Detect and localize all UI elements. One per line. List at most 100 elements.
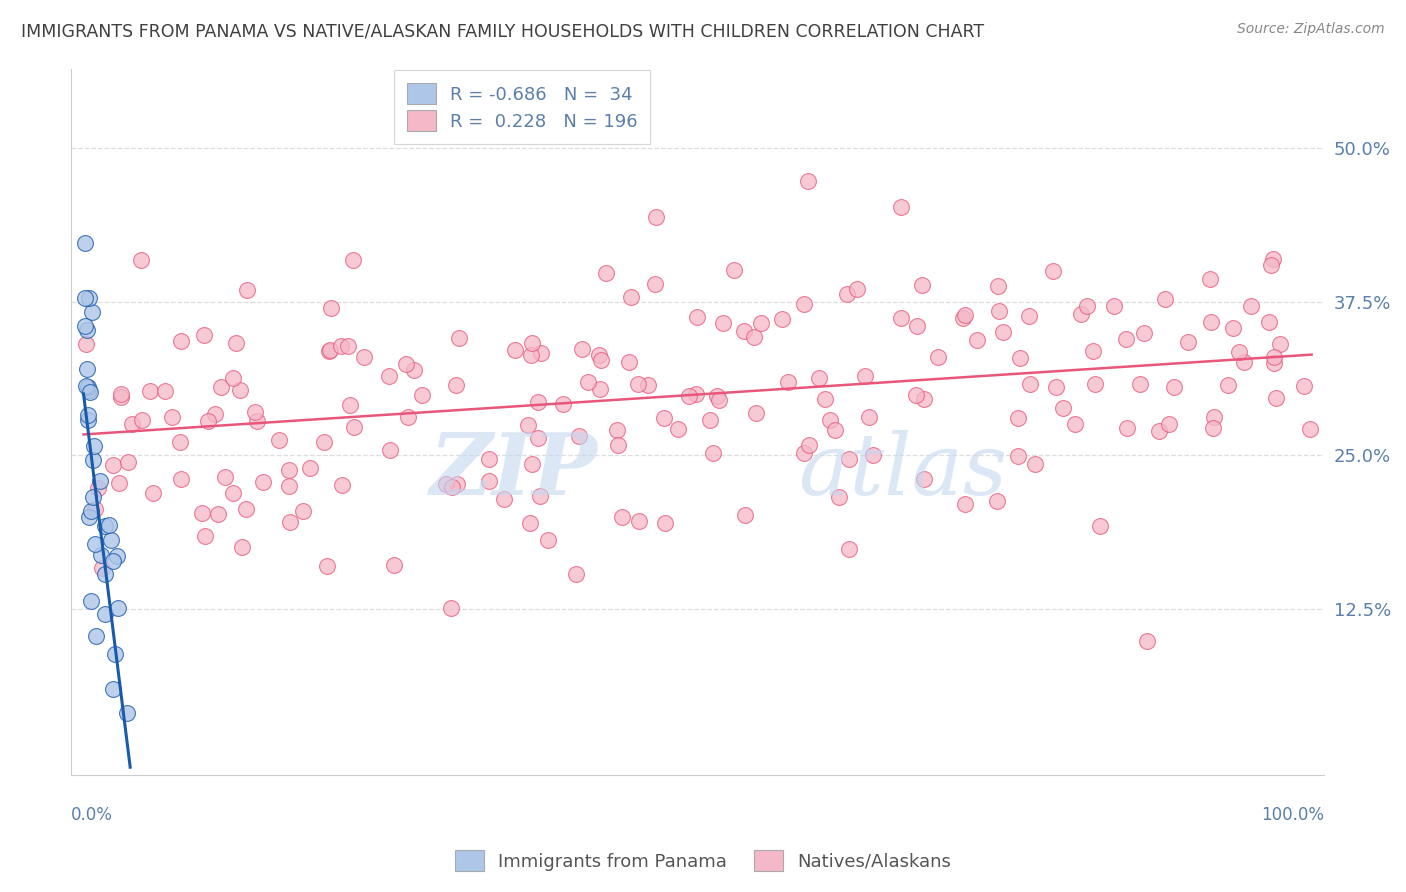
Point xyxy=(678,389,700,403)
Point xyxy=(1019,376,1042,391)
Point xyxy=(402,363,425,377)
Point xyxy=(527,395,550,409)
Point xyxy=(108,475,131,490)
Point xyxy=(100,533,122,548)
Point xyxy=(838,451,860,466)
Point xyxy=(91,561,114,575)
Point xyxy=(589,352,612,367)
Point xyxy=(229,383,252,397)
Legend: Immigrants from Panama, Natives/Alaskans: Immigrants from Panama, Natives/Alaskans xyxy=(447,843,959,879)
Point xyxy=(953,309,976,323)
Point xyxy=(129,252,152,267)
Point xyxy=(745,406,768,420)
Point xyxy=(568,429,591,443)
Point xyxy=(73,291,96,305)
Point xyxy=(927,351,949,365)
Point xyxy=(80,504,103,518)
Point xyxy=(617,355,640,369)
Point xyxy=(494,492,516,507)
Point xyxy=(1294,379,1316,393)
Point xyxy=(110,390,132,404)
Point xyxy=(440,600,463,615)
Point xyxy=(986,493,1008,508)
Point xyxy=(637,377,659,392)
Point xyxy=(838,541,860,556)
Point xyxy=(520,349,543,363)
Point xyxy=(246,414,269,428)
Point xyxy=(749,316,772,330)
Point xyxy=(1299,423,1322,437)
Point xyxy=(449,331,471,345)
Point xyxy=(911,277,934,292)
Point xyxy=(94,607,117,621)
Point xyxy=(79,384,101,399)
Point xyxy=(1204,410,1226,425)
Point xyxy=(565,567,588,582)
Point xyxy=(1010,351,1032,365)
Point xyxy=(93,519,115,533)
Point xyxy=(835,287,858,301)
Point xyxy=(1199,271,1222,285)
Point xyxy=(610,510,633,524)
Point xyxy=(1270,337,1292,351)
Point xyxy=(953,497,976,511)
Point xyxy=(595,266,617,280)
Point xyxy=(1153,292,1175,306)
Point xyxy=(1233,355,1256,369)
Point xyxy=(1045,380,1067,394)
Point xyxy=(1218,377,1240,392)
Point xyxy=(529,489,551,503)
Point xyxy=(90,548,112,562)
Point xyxy=(80,594,103,608)
Point xyxy=(808,371,831,385)
Point xyxy=(686,310,709,324)
Point xyxy=(121,417,143,432)
Point xyxy=(169,435,191,450)
Point xyxy=(193,328,215,343)
Point xyxy=(434,476,457,491)
Text: 0.0%: 0.0% xyxy=(72,806,112,824)
Point xyxy=(76,323,98,337)
Point xyxy=(209,380,232,394)
Point xyxy=(1024,457,1046,471)
Point xyxy=(97,518,120,533)
Point xyxy=(170,334,193,348)
Point xyxy=(278,516,301,530)
Point xyxy=(82,490,104,504)
Point xyxy=(797,174,820,188)
Point xyxy=(1227,345,1250,359)
Point xyxy=(627,514,650,528)
Point xyxy=(105,549,128,563)
Point xyxy=(131,413,153,427)
Point xyxy=(1081,344,1104,359)
Point xyxy=(222,371,245,385)
Point xyxy=(706,389,728,403)
Point xyxy=(411,388,433,402)
Point xyxy=(644,210,666,224)
Point xyxy=(252,475,274,489)
Point xyxy=(702,446,724,460)
Point xyxy=(380,443,402,458)
Point xyxy=(912,392,935,406)
Point xyxy=(84,537,107,551)
Point xyxy=(1007,410,1029,425)
Point xyxy=(316,559,339,574)
Point xyxy=(77,384,100,398)
Point xyxy=(1258,315,1281,329)
Point xyxy=(588,348,610,362)
Point xyxy=(1042,264,1064,278)
Point xyxy=(142,486,165,500)
Point xyxy=(446,477,468,491)
Point xyxy=(103,681,125,696)
Point xyxy=(87,481,110,495)
Point xyxy=(1136,634,1159,648)
Point xyxy=(84,630,107,644)
Point xyxy=(799,438,821,452)
Point xyxy=(231,540,253,554)
Point xyxy=(76,380,98,394)
Point xyxy=(734,508,756,523)
Point xyxy=(571,342,593,356)
Point xyxy=(110,387,132,401)
Point xyxy=(243,405,266,419)
Point xyxy=(225,336,247,351)
